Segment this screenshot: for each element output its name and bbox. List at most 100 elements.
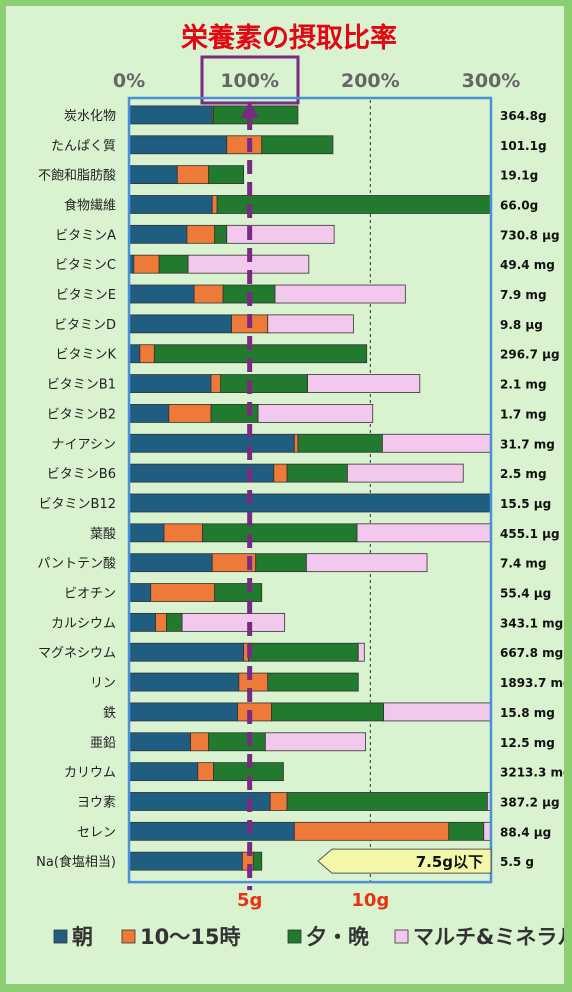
row-label: リン bbox=[90, 676, 116, 691]
row-label: 不飽和脂肪酸 bbox=[38, 168, 116, 184]
bar-segment-s2 bbox=[214, 583, 263, 602]
bar-segment-s2 bbox=[214, 224, 228, 244]
bar-segment-s1 bbox=[139, 344, 155, 364]
row-label: 鉄 bbox=[103, 706, 116, 721]
row-amount: 1893.7 mg bbox=[500, 676, 564, 690]
salt-target-callout bbox=[317, 848, 492, 874]
bar-segment-s2 bbox=[153, 344, 368, 364]
legend: 朝 10〜15時 夕・晩 マルチ&ミネラル bbox=[53, 925, 564, 949]
row-label: カリウム bbox=[64, 766, 116, 781]
legend-label-s3: マルチ&ミネラル bbox=[413, 925, 564, 949]
row-amount: 5.5 g bbox=[500, 855, 534, 869]
row-label: 亜鉛 bbox=[90, 736, 116, 751]
row-amount: 15.8 mg bbox=[500, 706, 555, 720]
plot-area: 炭水化物 364.8g たんぱく質 101.1g 不飽和脂肪酸 19.1g 食物繊維 66.0… bbox=[36, 96, 564, 911]
row-label: ビタミンB12 bbox=[39, 497, 116, 512]
bar-segment-s2 bbox=[255, 553, 307, 573]
bar-segment-s3 bbox=[383, 702, 492, 722]
bar-segment-s3 bbox=[381, 433, 492, 453]
row-amount: 455.1 μg bbox=[500, 527, 560, 541]
row-label: ビオチン bbox=[64, 587, 116, 602]
bar-segment-s3 bbox=[305, 553, 428, 573]
row-amount: 730.8 μg bbox=[500, 228, 560, 242]
bar-segment-s0 bbox=[128, 344, 141, 364]
chart-title: 栄養素の摂取比率 bbox=[180, 22, 397, 54]
bar-segment-s3 bbox=[226, 224, 335, 244]
row-amount: 7.9 mg bbox=[500, 288, 547, 302]
row-amount: 101.1g bbox=[500, 139, 547, 153]
row-label: セレン bbox=[77, 825, 116, 840]
bar-segment-s1 bbox=[211, 195, 218, 214]
bar-segment-s2 bbox=[248, 642, 359, 662]
bar-segment-s1 bbox=[163, 523, 204, 543]
row-amount: 88.4 μg bbox=[500, 825, 551, 839]
row-amount: 1.7 mg bbox=[500, 407, 547, 421]
row-label: ビタミンD bbox=[54, 318, 116, 333]
bar-segment-s1 bbox=[238, 672, 269, 692]
bar-segment-s0 bbox=[128, 433, 295, 453]
row-label: カルシウム bbox=[51, 616, 116, 631]
legend-label-s2: 夕・晩 bbox=[306, 925, 369, 949]
bar-segment-s2 bbox=[267, 672, 359, 692]
row-amount: 343.1 mg bbox=[500, 616, 563, 630]
bar-segment-s2 bbox=[208, 732, 266, 752]
bar-segment-s2 bbox=[208, 165, 245, 185]
bar-segment-s0 bbox=[128, 135, 228, 155]
row-label: 葉酸 bbox=[90, 527, 116, 542]
bar-segment-s2 bbox=[261, 135, 334, 155]
legend-swatch-s0 bbox=[53, 929, 68, 944]
row-amount: 49.4 mg bbox=[500, 258, 555, 272]
bar-segment-s3 bbox=[357, 642, 365, 662]
bar-segment-s1 bbox=[133, 254, 160, 274]
bar-segment-s0 bbox=[128, 523, 165, 543]
row-amount: 55.4 μg bbox=[500, 587, 551, 601]
bar-segment-s3 bbox=[347, 463, 464, 483]
bar-segment-s0 bbox=[128, 672, 240, 692]
bar-segment-s2 bbox=[448, 821, 485, 841]
row-label: 食物繊維 bbox=[64, 197, 116, 213]
bar-segment-s0 bbox=[128, 314, 232, 334]
bar-segment-s2 bbox=[270, 702, 385, 722]
bar-segment-s1 bbox=[293, 821, 450, 841]
row-label: パントテン酸 bbox=[37, 557, 116, 572]
salt-target-label: 7.5g以下 bbox=[416, 853, 483, 871]
row-amount: 2.1 mg bbox=[500, 378, 547, 392]
bar-segment-s1 bbox=[190, 732, 210, 752]
bar-segment-s2 bbox=[252, 851, 263, 871]
bar-segment-s0 bbox=[128, 642, 245, 662]
bar-segment-s3 bbox=[181, 612, 286, 632]
bar-segment-s1 bbox=[293, 433, 299, 453]
row-label: Na(食塩相当) bbox=[36, 854, 116, 870]
bar-segment-s3 bbox=[356, 523, 492, 543]
row-label: ビタミンE bbox=[56, 288, 116, 303]
bar-segment-s1 bbox=[186, 224, 216, 244]
bar-segment-s1 bbox=[273, 463, 288, 483]
bar-segment-s0 bbox=[128, 195, 213, 214]
row-amount: 667.8 mg bbox=[500, 646, 563, 660]
bottom-marker: 5g bbox=[237, 890, 262, 911]
row-label: ビタミンB1 bbox=[47, 378, 116, 393]
bar-segment-s2 bbox=[297, 433, 383, 453]
bar-segment-s0 bbox=[128, 493, 492, 513]
legend-label-s0: 朝 bbox=[72, 925, 93, 949]
row-amount: 66.0g bbox=[500, 198, 538, 212]
bar-segment-s0 bbox=[128, 821, 295, 841]
x-tick-label: 300% bbox=[462, 70, 521, 92]
bar-segment-s0 bbox=[128, 165, 178, 185]
row-label: マグネシウム bbox=[38, 646, 116, 661]
row-amount: 387.2 μg bbox=[500, 795, 560, 809]
row-amount: 19.1g bbox=[500, 169, 538, 183]
bar-segment-s0 bbox=[128, 851, 243, 871]
row-label: ヨウ素 bbox=[77, 795, 116, 810]
row-amount: 296.7 μg bbox=[500, 348, 560, 362]
bar-segment-s1 bbox=[237, 702, 272, 722]
chart-frame: 栄養素の摂取比率 0% 100% 200% 300% 炭水化物 364.8g たんぱく質 1… bbox=[6, 6, 564, 984]
row-amount: 31.7 mg bbox=[500, 437, 555, 451]
row-amount: 9.8 μg bbox=[500, 318, 543, 332]
legend-label-s1: 10〜15時 bbox=[140, 925, 240, 949]
bar-segment-s2 bbox=[158, 254, 189, 274]
bar-segment-s2 bbox=[166, 612, 183, 632]
bar-segment-s3 bbox=[307, 374, 421, 393]
row-label: 炭水化物 bbox=[64, 109, 116, 124]
bar-segment-s0 bbox=[128, 732, 191, 752]
